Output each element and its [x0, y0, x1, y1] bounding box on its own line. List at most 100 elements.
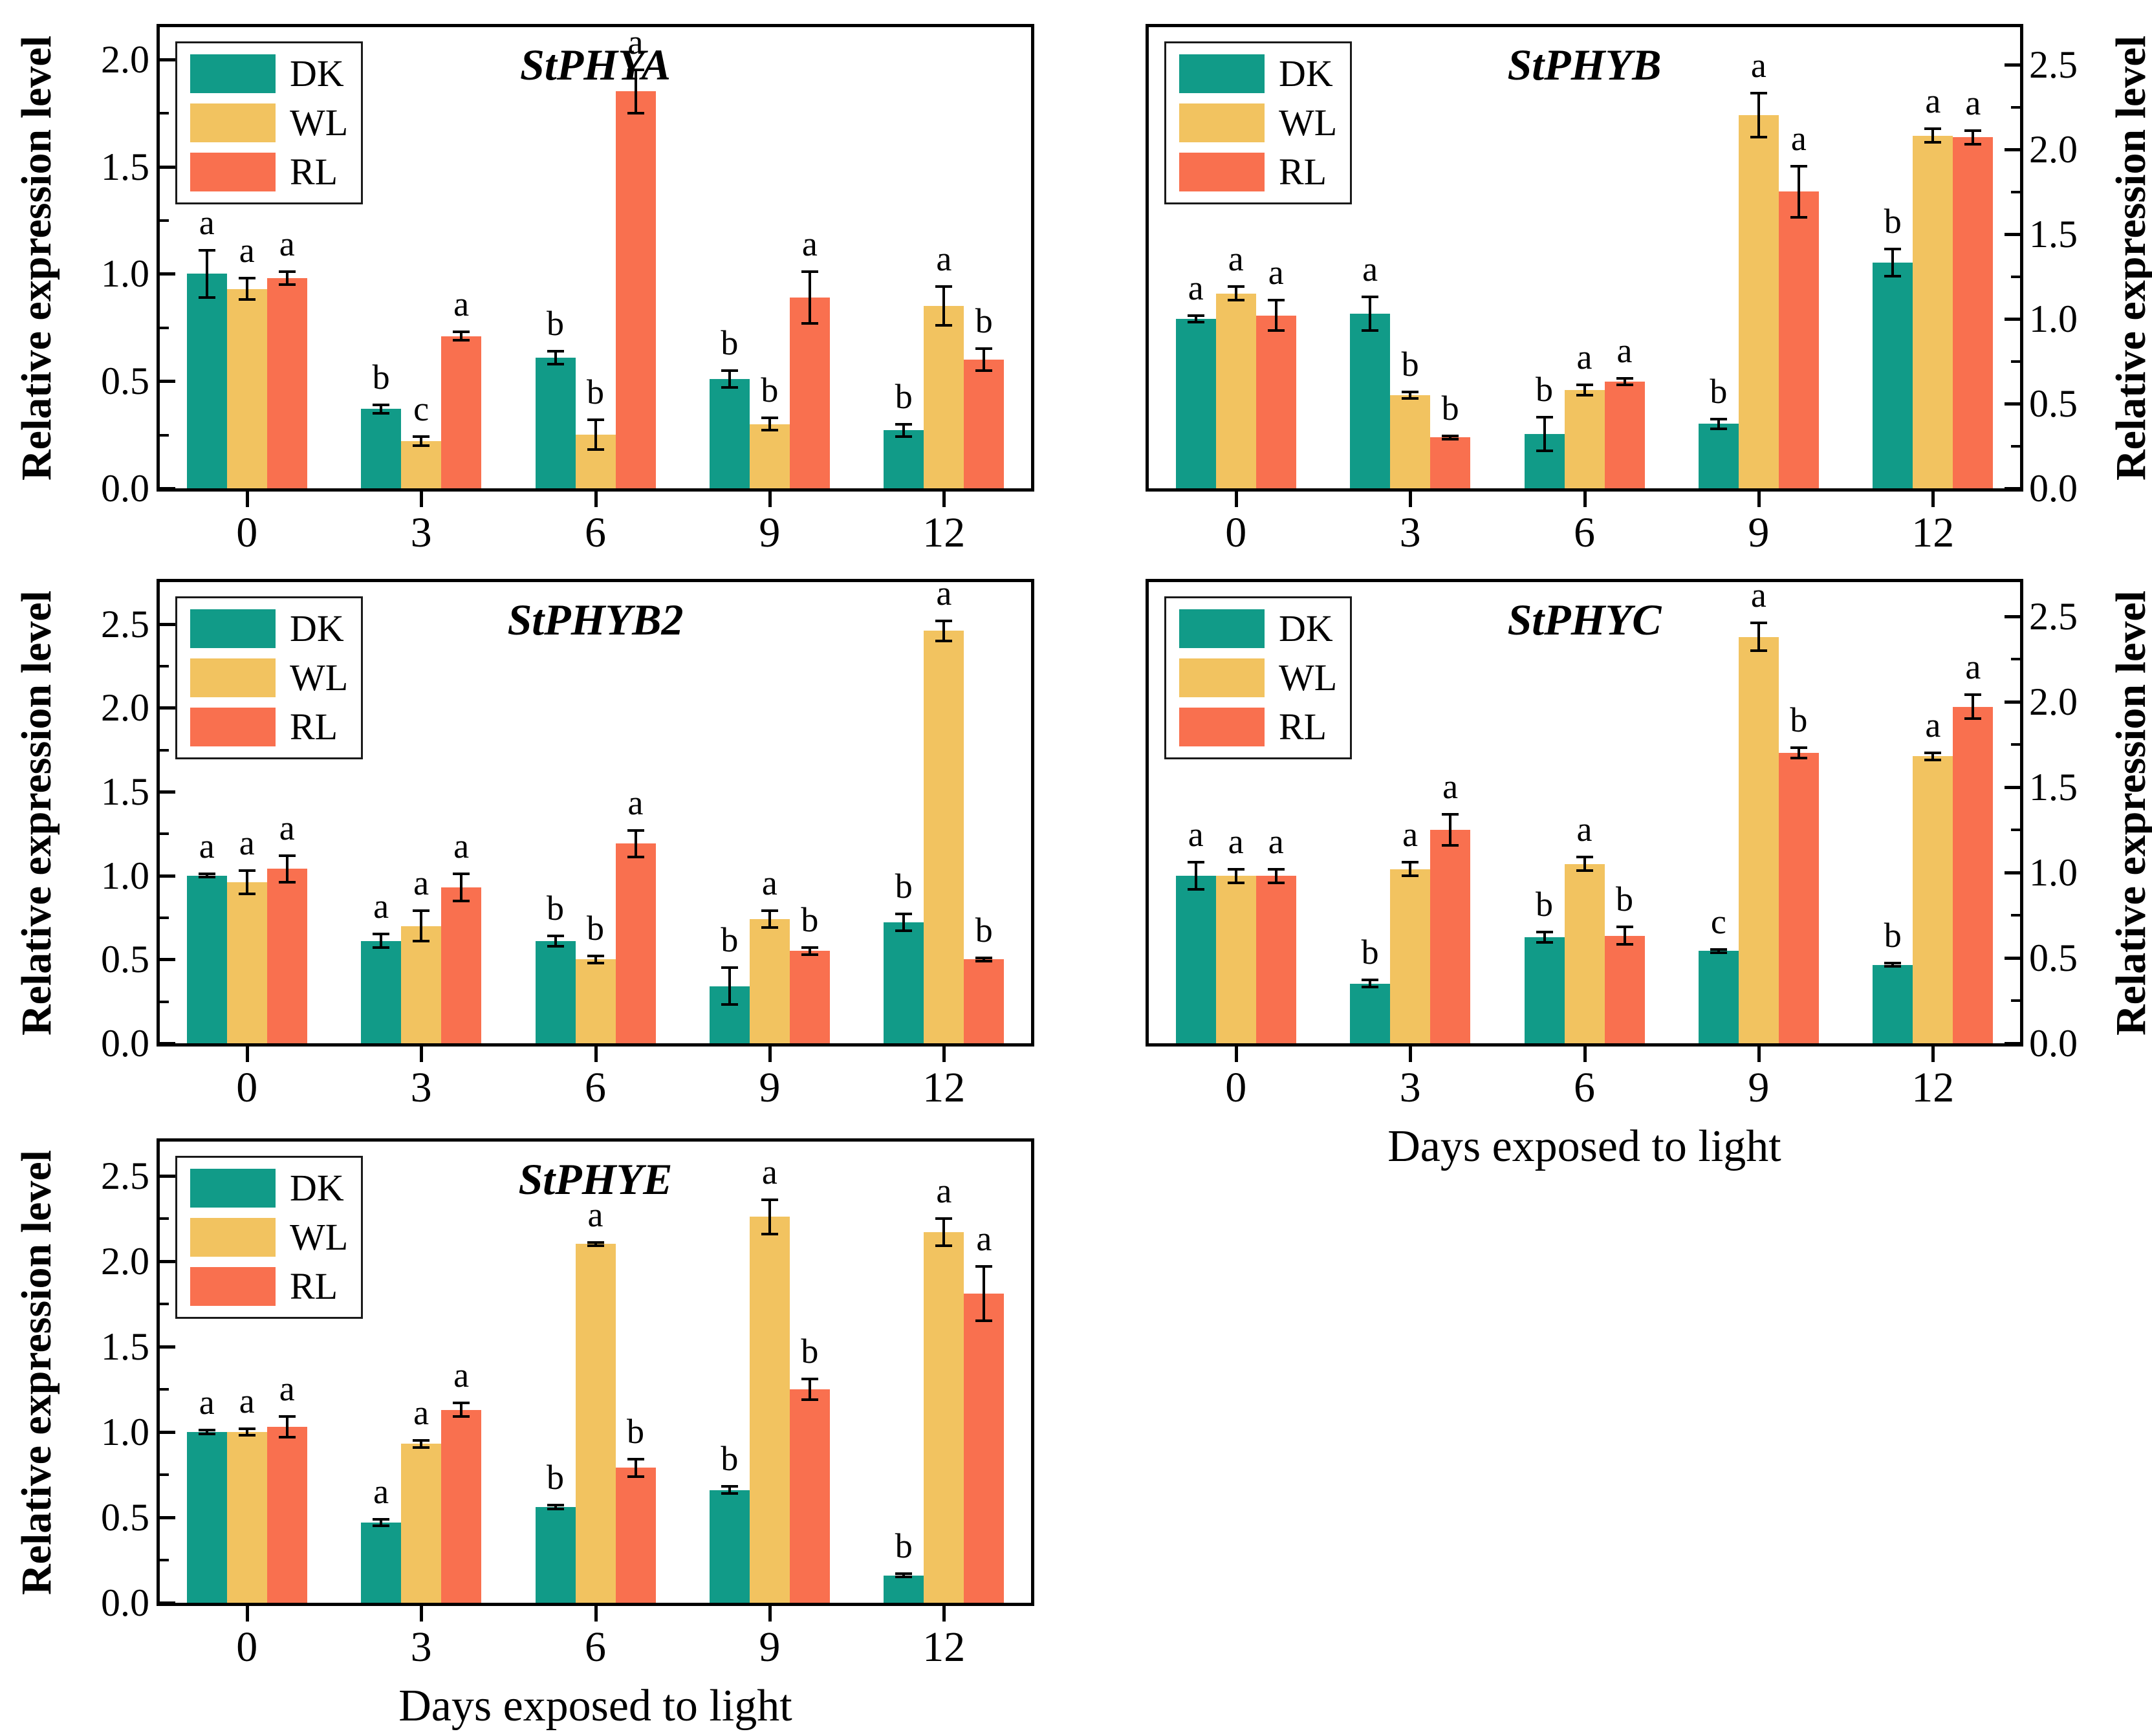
- significance-letter: a: [1228, 239, 1244, 279]
- bar-rl-day0: [266, 278, 307, 488]
- error-bar-cap: [453, 873, 470, 876]
- error-bar: [634, 1459, 637, 1477]
- legend-item: WL: [1179, 658, 1337, 698]
- bar-rl-day0: [1255, 876, 1296, 1043]
- error-bar: [1797, 748, 1800, 758]
- error-bar-cap: [1790, 215, 1807, 219]
- error-bar: [728, 968, 731, 1005]
- error-bar: [1543, 932, 1546, 943]
- y-tick-label: 2.5: [101, 1154, 149, 1197]
- error-bar-cap: [975, 347, 993, 351]
- x-tick: [594, 1606, 598, 1622]
- legend-swatch-rl: [190, 153, 276, 191]
- error-bar: [554, 351, 557, 364]
- significance-letter: a: [1576, 810, 1592, 849]
- error-bar: [1234, 869, 1237, 883]
- bar-dk-day12: [884, 430, 924, 488]
- legend-item: DK: [1179, 609, 1337, 649]
- y-minor-tick: [160, 832, 169, 836]
- legend-swatch-dk: [1179, 54, 1265, 93]
- bar-dk-day12: [1873, 964, 1913, 1043]
- error-bar-cap: [895, 929, 913, 933]
- bar-dk-day6: [535, 1507, 576, 1603]
- error-bar-cap: [1536, 415, 1553, 418]
- error-bar-cap: [1576, 869, 1593, 873]
- error-bar: [420, 1440, 423, 1448]
- significance-letter: a: [373, 887, 389, 926]
- error-bar-cap: [721, 1492, 738, 1495]
- legend-swatch-wl: [190, 103, 276, 142]
- chart-title: StPHYB2: [507, 595, 684, 644]
- error-bar: [902, 914, 906, 931]
- y-tick-label: 1.0: [2029, 851, 2078, 894]
- bar-rl-day9: [789, 951, 830, 1043]
- error-bar-cap: [721, 369, 738, 372]
- chart-title: StPHYE: [518, 1155, 673, 1204]
- significance-letter: b: [587, 372, 604, 411]
- significance-letter: b: [761, 370, 779, 409]
- bar-dk-day6: [535, 940, 576, 1043]
- legend: DK WL RL: [1164, 596, 1353, 759]
- error-bar-cap: [373, 1517, 390, 1521]
- error-bar-cap: [1227, 881, 1244, 884]
- significance-letter: b: [1710, 371, 1728, 411]
- legend: DK WL RL: [175, 41, 364, 204]
- bar-rl-day9: [789, 297, 830, 488]
- x-tick: [594, 492, 598, 507]
- error-bar-cap: [238, 1434, 255, 1437]
- error-bar-cap: [721, 966, 738, 970]
- significance-letter: a: [1188, 815, 1204, 854]
- error-bar-cap: [761, 926, 778, 929]
- error-bar-cap: [975, 369, 993, 372]
- error-bar-cap: [1790, 746, 1807, 750]
- error-bar-cap: [547, 944, 564, 948]
- error-bar-cap: [1884, 961, 1902, 964]
- bar-wl-day6: [1564, 389, 1605, 488]
- error-bar: [1369, 980, 1372, 987]
- error-bar-cap: [1616, 376, 1633, 380]
- legend-item: RL: [190, 152, 348, 192]
- error-bar-cap: [1576, 856, 1593, 859]
- error-bar: [1234, 287, 1237, 301]
- bar-wl-day9: [749, 919, 790, 1043]
- bar-rl-day6: [615, 1468, 656, 1603]
- error-bar-cap: [453, 330, 470, 333]
- error-bar: [1972, 130, 1975, 144]
- legend-item: WL: [190, 103, 348, 143]
- legend-item: RL: [190, 707, 348, 747]
- bar-rl-day9: [789, 1389, 830, 1603]
- legend-label: RL: [1279, 151, 1327, 193]
- error-bar: [728, 370, 731, 388]
- error-bar-cap: [1227, 299, 1244, 302]
- significance-letter: a: [1965, 83, 1981, 122]
- x-tick-label: 6: [585, 1064, 606, 1111]
- error-bar-cap: [198, 248, 215, 252]
- y-tick-label: 1.0: [2029, 297, 2078, 340]
- error-bar-cap: [198, 1432, 215, 1435]
- y-minor-tick: [160, 219, 169, 222]
- error-bar: [634, 70, 637, 113]
- y-tick: [160, 380, 175, 384]
- error-bar-cap: [801, 953, 818, 956]
- significance-letter: a: [1188, 268, 1204, 307]
- error-bar-cap: [1710, 951, 1727, 955]
- legend-item: RL: [1179, 707, 1337, 747]
- legend-swatch-rl: [190, 1267, 276, 1306]
- error-bar-cap: [278, 283, 296, 286]
- bar-wl-day9: [1738, 636, 1779, 1043]
- error-bar-cap: [1402, 390, 1419, 393]
- bar-dk-day6: [1524, 937, 1565, 1043]
- error-bar-cap: [627, 69, 644, 72]
- significance-letter: a: [453, 284, 470, 323]
- error-bar-cap: [373, 403, 390, 406]
- legend-label: DK: [1279, 52, 1333, 94]
- error-bar: [768, 417, 771, 431]
- legend-swatch-wl: [1179, 658, 1265, 697]
- y-tick-label: 0.0: [101, 1581, 149, 1624]
- bar-rl-day3: [441, 1409, 482, 1603]
- significance-letter: a: [373, 1471, 389, 1511]
- significance-letter: a: [976, 1219, 992, 1258]
- legend-swatch-rl: [1179, 708, 1265, 746]
- y-tick-label: 0.5: [101, 938, 149, 981]
- legend-label: RL: [290, 151, 338, 193]
